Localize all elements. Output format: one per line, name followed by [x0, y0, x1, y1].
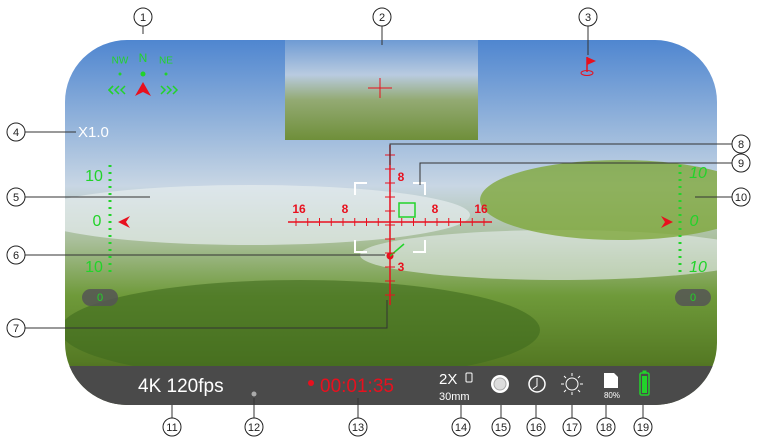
- battery-tip: [643, 371, 647, 374]
- callout-number: 19: [637, 422, 649, 434]
- status-dot: [252, 392, 257, 397]
- reticle-label: 8: [342, 202, 349, 216]
- scale-bottom: 10: [85, 259, 103, 276]
- callout-number: 6: [13, 250, 19, 262]
- pip-window: [285, 40, 478, 140]
- callout-number: 1: [140, 12, 146, 24]
- scale-box-label: 0: [690, 292, 696, 304]
- scale-mid: 0: [690, 213, 699, 230]
- reticle-label: 3: [398, 260, 405, 274]
- resolution: 4K 120fps: [138, 376, 224, 397]
- sd-icon: [604, 373, 618, 388]
- callout-number: 7: [13, 323, 19, 335]
- callout-number: 14: [455, 422, 467, 434]
- compass-dot: [141, 72, 146, 77]
- hill: [60, 280, 540, 380]
- compass-dot: [165, 73, 168, 76]
- callout-number: 16: [530, 422, 542, 434]
- rec-timer: 00:01:35: [320, 376, 394, 397]
- compass-nw: NW: [112, 56, 129, 67]
- callout-number: 18: [600, 422, 612, 434]
- scope-ui: NW N NE X1.0 10 0 10 0 10 0 10 0 16 8 8 …: [0, 0, 764, 437]
- compass-n: N: [139, 51, 148, 65]
- callout-number: 13: [352, 422, 364, 434]
- callout-number: 3: [585, 12, 591, 24]
- callout-number: 10: [735, 192, 747, 204]
- callout-number: 12: [248, 422, 260, 434]
- compass-dot: [119, 73, 122, 76]
- scale-top: 10: [689, 165, 707, 182]
- zoom-indicator: X1.0: [78, 124, 109, 141]
- callout-number: 8: [738, 139, 744, 151]
- scale-mid: 0: [93, 213, 102, 230]
- scale-box-label: 0: [97, 292, 103, 304]
- focal-length: 30mm: [439, 391, 470, 403]
- scale-top: 10: [85, 168, 103, 185]
- shutter-inner: [494, 378, 506, 390]
- callout-number: 9: [738, 158, 744, 170]
- storage: 80%: [604, 391, 620, 400]
- hill: [480, 160, 760, 240]
- reticle-label: 16: [292, 202, 306, 216]
- reticle-label: 16: [474, 202, 488, 216]
- callout-number: 5: [13, 192, 19, 204]
- callout-number: 4: [13, 127, 19, 139]
- callout-number: 2: [379, 12, 385, 24]
- reticle-label: 8: [398, 170, 405, 184]
- compass-ne: NE: [159, 56, 173, 67]
- rec-dot: [308, 380, 314, 386]
- callout-number: 17: [566, 422, 578, 434]
- scale-bottom: 10: [689, 259, 707, 276]
- digital-zoom: 2X: [439, 371, 457, 388]
- battery-level: [642, 376, 647, 393]
- callout-number: 15: [495, 422, 507, 434]
- reticle-label: 8: [432, 202, 439, 216]
- callout-number: 11: [166, 422, 177, 434]
